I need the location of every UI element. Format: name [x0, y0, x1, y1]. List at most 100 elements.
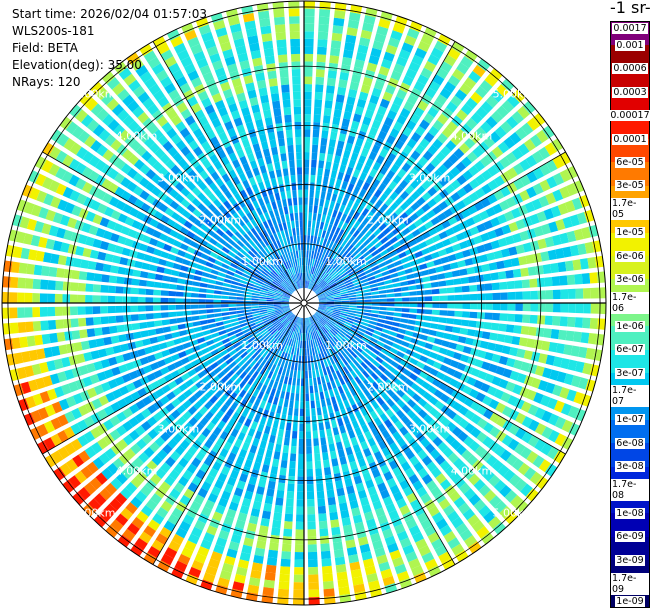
beta-cell — [231, 280, 240, 286]
beta-cell — [366, 62, 378, 73]
beta-cell — [480, 232, 490, 242]
beta-cell — [402, 242, 411, 251]
beta-cell — [436, 67, 449, 80]
beta-cell — [483, 422, 494, 434]
beta-cell — [255, 234, 262, 242]
beta-cell — [405, 185, 415, 195]
beta-cell — [390, 30, 403, 41]
beta-cell — [304, 280, 307, 288]
beta-cell — [294, 567, 304, 575]
beta-cell — [458, 502, 471, 515]
beta-cell — [144, 77, 157, 90]
beta-cell — [164, 547, 178, 559]
beta-cell — [276, 215, 282, 225]
beta-cell — [345, 224, 353, 233]
beta-cell — [407, 223, 417, 232]
beta-cell — [455, 161, 467, 173]
beta-cell — [203, 38, 216, 50]
beta-cell — [456, 174, 468, 186]
beta-cell — [282, 327, 288, 335]
beta-cell — [506, 167, 518, 179]
beta-cell — [588, 224, 599, 238]
beta-cell — [229, 311, 237, 315]
beta-cell — [177, 350, 187, 359]
beta-cell — [230, 262, 239, 269]
beta-cell — [168, 305, 176, 311]
beta-cell — [300, 265, 302, 273]
beta-cell — [354, 252, 362, 260]
beta-cell — [193, 411, 203, 421]
beta-cell — [190, 359, 200, 368]
beta-cell — [313, 205, 318, 214]
beta-cell — [431, 344, 441, 353]
beta-cell — [223, 515, 235, 526]
beta-cell — [352, 443, 361, 454]
beta-cell — [321, 283, 329, 290]
beta-cell — [141, 234, 152, 244]
beta-cell — [230, 428, 239, 438]
beta-cell — [352, 576, 364, 586]
beta-cell — [369, 337, 378, 344]
beta-cell — [247, 336, 256, 343]
beta-cell — [337, 220, 344, 229]
beta-cell — [335, 353, 342, 362]
beta-cell — [326, 304, 335, 306]
beta-cell — [377, 482, 387, 493]
beta-cell — [374, 112, 384, 123]
beta-cell — [187, 405, 198, 416]
beta-cell — [178, 475, 189, 487]
beta-cell — [379, 521, 391, 532]
beta-cell — [57, 430, 69, 443]
beta-cell — [247, 263, 255, 271]
beta-cell — [251, 306, 259, 309]
beta-cell — [512, 233, 522, 244]
beta-cell — [512, 384, 523, 395]
beta-cell — [296, 167, 302, 175]
beta-cell — [464, 137, 476, 149]
beta-cell — [235, 368, 244, 376]
beta-cell — [446, 121, 458, 133]
beta-cell — [279, 573, 290, 582]
beta-cell — [368, 126, 379, 137]
beta-cell — [166, 340, 175, 348]
beta-cell — [447, 47, 461, 60]
beta-cell — [156, 335, 166, 343]
beta-cell — [146, 321, 155, 328]
beta-cell — [343, 415, 350, 425]
beta-cell — [112, 345, 122, 354]
beta-cell — [360, 321, 369, 327]
beta-cell — [13, 352, 24, 365]
beta-cell — [325, 308, 334, 312]
beta-cell — [186, 328, 195, 335]
beta-cell — [481, 169, 492, 181]
beta-cell — [291, 61, 301, 70]
beta-cell — [427, 385, 437, 395]
beta-cell — [153, 411, 164, 422]
beta-cell — [241, 497, 252, 508]
beta-cell — [432, 303, 440, 308]
beta-cell — [241, 273, 250, 279]
beta-cell — [165, 456, 176, 468]
beta-cell — [328, 280, 336, 287]
beta-cell — [130, 287, 139, 295]
beta-cell — [400, 318, 409, 324]
beta-cell — [208, 213, 218, 223]
beta-cell — [284, 310, 292, 316]
beta-cell — [186, 181, 197, 191]
beta-cell — [241, 106, 251, 117]
beta-cell — [255, 174, 263, 184]
beta-cell — [337, 385, 344, 395]
beta-cell — [266, 305, 274, 307]
beta-cell — [397, 454, 407, 465]
beta-cell — [315, 84, 324, 93]
beta-cell — [428, 80, 441, 92]
beta-cell — [530, 240, 540, 251]
beta-cell — [34, 156, 47, 170]
beta-cell — [309, 242, 313, 251]
beta-cell — [327, 224, 333, 233]
beta-cell — [371, 299, 380, 302]
beta-cell — [126, 167, 138, 179]
beta-cell — [285, 244, 290, 253]
beta-cell — [109, 498, 123, 511]
